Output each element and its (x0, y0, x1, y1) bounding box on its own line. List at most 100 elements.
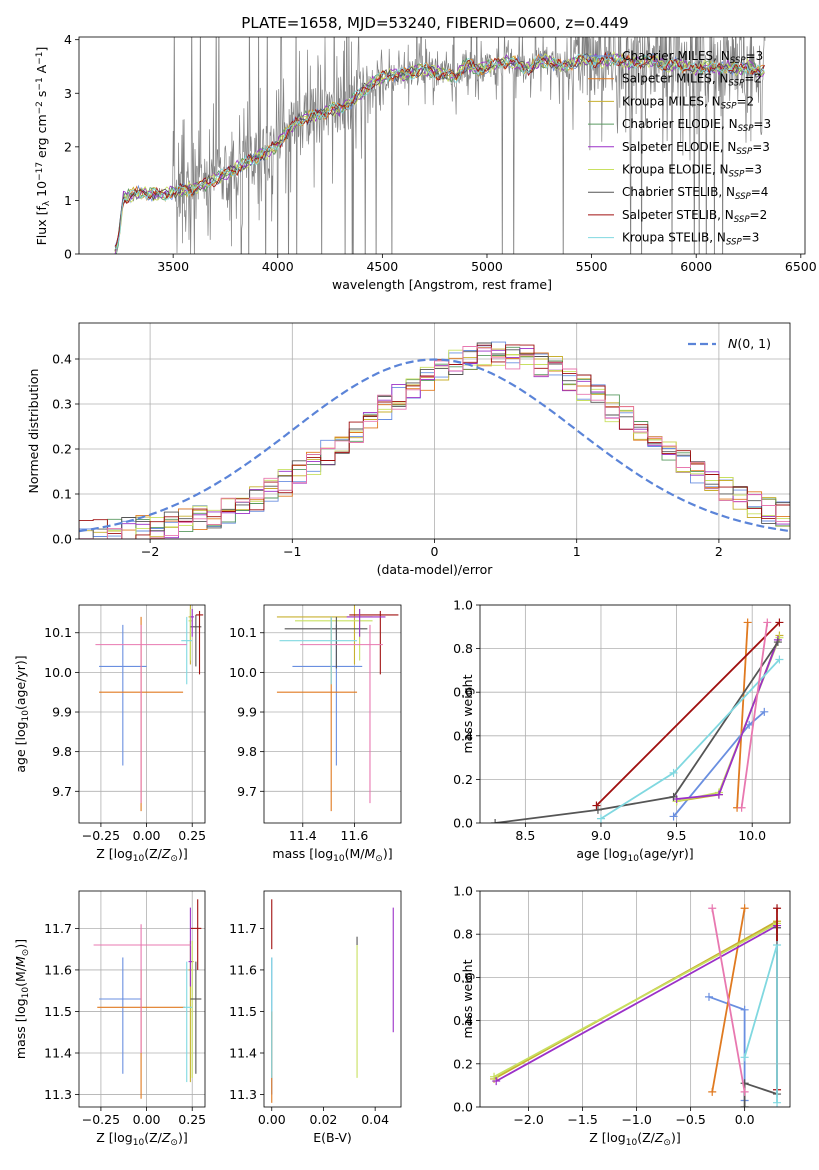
legend-entry: Salpeter MILES, NSSP=2 (622, 72, 762, 89)
spectrum-legend: Chabrier MILES, NSSP=3 Salpeter MILES, NS… (588, 49, 771, 247)
y-axis-label: age [log10(age/yr)] (13, 655, 31, 772)
series-line (740, 622, 769, 808)
y-axis-label: Flux [fλ 10−17 erg cm−2 s−1 A−1] (34, 47, 52, 246)
axes-frame (263, 890, 402, 1108)
y-tick-label: 0.3 (52, 397, 72, 412)
series-marker (745, 720, 754, 729)
error-point (190, 608, 195, 637)
series-marker (740, 1087, 749, 1096)
series-line (494, 641, 779, 823)
y-tick-label: 9.9 (52, 705, 72, 720)
series-marker (743, 618, 752, 627)
y-tick-label: 9.9 (237, 705, 257, 720)
series-marker (669, 768, 678, 777)
series-marker (596, 814, 605, 823)
series-marker (669, 792, 678, 801)
y-tick-label: 0.2 (453, 772, 473, 787)
x-tick-label: 1 (573, 544, 581, 559)
x-tick-label: −1.5 (567, 1112, 597, 1127)
x-tick-label: 6000 (680, 259, 712, 274)
series-marker (740, 1079, 749, 1088)
x-tick-label: 3500 (157, 259, 189, 274)
series-marker (669, 812, 678, 821)
plot-area (79, 341, 790, 539)
y-tick-label: 11.5 (44, 1004, 72, 1019)
series-marker (492, 1077, 501, 1086)
plot-area (114, 37, 766, 254)
error-point (181, 616, 193, 685)
plot-area (93, 899, 202, 1099)
x-axis-label: Z [log10(Z/Z⊙)] (96, 846, 187, 864)
y-tick-label: 0.4 (453, 728, 473, 743)
y-tick-label: 11.7 (44, 921, 72, 936)
y-tick-label: 11.6 (229, 962, 257, 977)
legend-entry: Kroupa MILES, NSSP=2 (622, 94, 754, 111)
plot-area (95, 605, 204, 812)
y-tick-label: 11.4 (44, 1046, 72, 1061)
y-tick-label: 2 (64, 139, 72, 154)
axes-frame (78, 890, 206, 1108)
y-tick-label: 1 (64, 193, 72, 208)
axes-frame (78, 36, 806, 255)
histogram-legend: N(0, 1) (688, 336, 771, 351)
error-point (346, 608, 386, 637)
series-marker (737, 803, 746, 812)
model-line (114, 51, 765, 251)
y-tick-label: 0.0 (453, 1100, 473, 1115)
plot-area (491, 618, 784, 823)
y-tick-label: 11.5 (229, 1004, 257, 1019)
y-tick-label: 0.2 (52, 442, 72, 457)
x-axis-label: mass [log10(M/M⊙)] (272, 846, 392, 864)
chart-layer: 3500 4000 4500 5000 5500 6000 6500 0 1 2 3 4 wavelen… (13, 32, 817, 1148)
x-tick-label: 0 (431, 544, 439, 559)
plot-area (490, 904, 782, 1107)
x-tick-label: 9.5 (667, 828, 687, 843)
x-tick-label: 6500 (785, 259, 817, 274)
error-point (188, 907, 193, 987)
axes-frame (78, 604, 206, 824)
series-marker (775, 655, 784, 664)
series-line (676, 635, 781, 803)
y-tick-label: 0.0 (453, 816, 473, 831)
legend-entry: Chabrier MILES, NSSP=3 (622, 49, 763, 66)
y-tick-label: 1.0 (453, 884, 473, 899)
histogram-step (79, 346, 790, 539)
series-marker (491, 819, 500, 823)
series-marker (773, 904, 782, 913)
legend-entry: Chabrier ELODIE, NSSP=3 (622, 117, 771, 134)
y-tick-label: 11.3 (44, 1087, 72, 1102)
x-tick-label: 10.0 (738, 828, 766, 843)
series-marker (763, 618, 772, 627)
axes-spectrum: 3500 4000 4500 5000 5500 6000 6500 0 1 2 3 4 wavelen… (34, 32, 817, 292)
x-tick-label: −0.25 (82, 1112, 120, 1127)
y-tick-label: 11.4 (229, 1046, 257, 1061)
plot-area (276, 605, 399, 812)
legend-entry: Kroupa STELIB, NSSP=3 (622, 231, 759, 248)
y-tick-label: 0.8 (453, 927, 473, 942)
x-tick-label: 0.00 (133, 1112, 161, 1127)
series-marker (704, 992, 713, 1001)
series-line (493, 922, 778, 1078)
histogram-step (79, 347, 790, 539)
axes-frame (263, 604, 402, 824)
series-line (595, 621, 781, 807)
axes-mass_vs_EBV: 0.00 0.02 0.04 11.3 11.4 11.5 11.6 11.7 E(B-V) (229, 890, 402, 1145)
axes-massweight_vs_age: 8.5 9.0 9.5 10.0 0.0 0.2 0.4 0.6 0.8 1.0 age [log1… (453, 598, 791, 864)
axes-mass_vs_Z: −0.25 0.00 0.25 11.3 11.4 11.5 11.6 11.7 Z [log1… (13, 890, 206, 1148)
y-tick-label: 9.7 (52, 784, 72, 799)
series-marker (714, 790, 723, 799)
series-marker (740, 1005, 749, 1014)
axes-massweight_vs_Z: −2.0 −1.5 −1.0 −0.5 0.0 0.0 0.2 0.4 0.6 0.8 1.0 Z [… (453, 884, 791, 1148)
legend-entry: Salpeter STELIB, NSSP=2 (622, 208, 767, 225)
histogram-step (79, 344, 790, 539)
y-tick-label: 10.1 (229, 625, 257, 640)
error-point (190, 961, 202, 1074)
series-marker (773, 1098, 782, 1107)
series-marker (773, 941, 782, 949)
x-tick-label: −0.5 (675, 1112, 705, 1127)
y-tick-label: 10.1 (44, 625, 72, 640)
axes-age_vs_Z: −0.25 0.00 0.25 9.7 9.8 9.9 10.0 10.1 Z [log10(Z… (13, 604, 206, 864)
error-point (95, 624, 187, 804)
axes-frame (479, 890, 791, 1108)
series-marker (740, 904, 749, 913)
